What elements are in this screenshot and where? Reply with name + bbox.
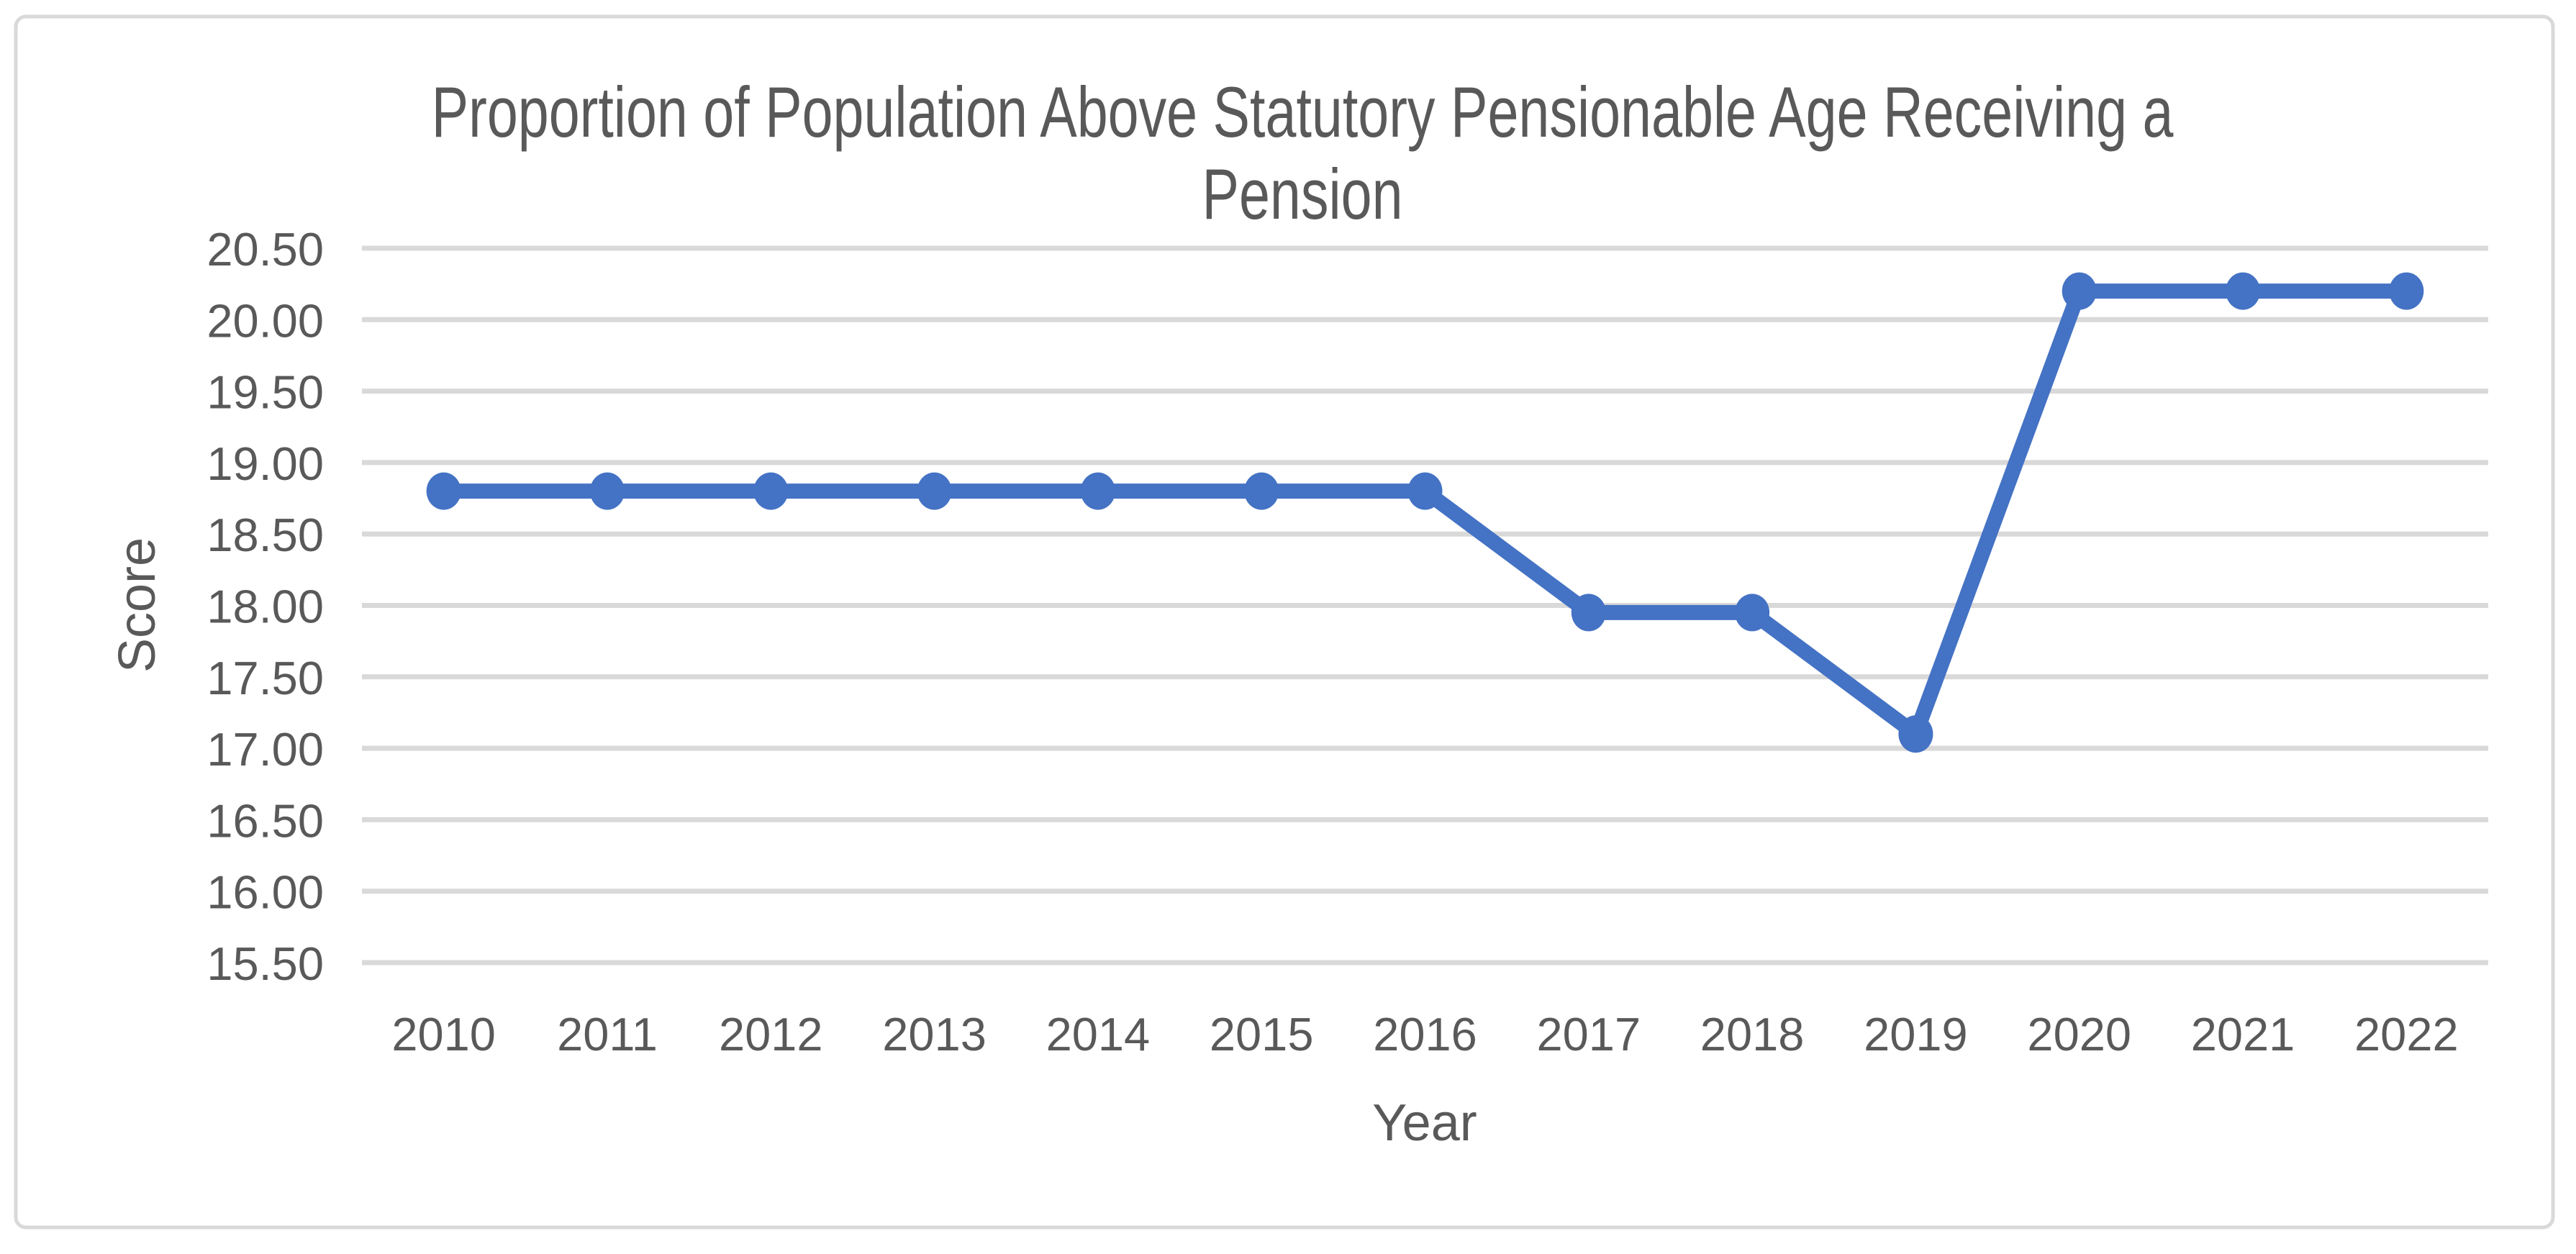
- x-tick-label: 2021: [2191, 1008, 2295, 1060]
- data-point-marker: [1898, 715, 1933, 753]
- data-point-marker: [2226, 272, 2261, 310]
- y-tick-label: 18.00: [207, 581, 324, 633]
- x-tick-label: 2015: [1210, 1008, 1314, 1060]
- y-tick-label: 20.50: [207, 223, 324, 276]
- x-tick-label: 2016: [1373, 1008, 1477, 1060]
- y-tick-label: 20.00: [207, 294, 324, 347]
- y-tick-label: 16.50: [207, 794, 324, 847]
- x-tick-label: 2013: [882, 1008, 987, 1060]
- data-point-marker: [1735, 594, 1770, 632]
- data-point-marker: [753, 472, 789, 510]
- data-point-marker: [426, 472, 461, 510]
- data-series-group: [426, 272, 2424, 753]
- chart-title-line-2: Pension: [1202, 155, 1402, 234]
- y-tick-label: 19.50: [207, 366, 324, 419]
- x-tick-label: 2010: [391, 1008, 496, 1060]
- y-axis-title: Score: [109, 537, 166, 673]
- x-tick-label: 2022: [2354, 1008, 2459, 1060]
- x-tick-label: 2018: [1700, 1008, 1805, 1060]
- y-tick-label: 15.50: [207, 937, 324, 990]
- y-tick-labels-group: 20.50 20.00 19.50 19.00 18.50 18.00 17.50 17.00…: [207, 223, 324, 990]
- data-point-marker: [1244, 472, 1279, 510]
- x-tick-label: 2019: [1864, 1008, 1968, 1060]
- x-tick-label: 2012: [719, 1008, 823, 1060]
- x-tick-label: 2020: [2027, 1008, 2131, 1060]
- data-point-marker: [1080, 472, 1115, 510]
- x-tick-label: 2017: [1537, 1008, 1641, 1060]
- x-tick-label: 2014: [1046, 1008, 1151, 1060]
- y-tick-label: 16.00: [207, 866, 324, 919]
- data-point-marker: [2062, 272, 2097, 310]
- y-tick-label: 17.00: [207, 723, 324, 776]
- y-tick-label: 18.50: [207, 509, 324, 561]
- data-point-marker: [589, 472, 625, 510]
- data-point-marker: [917, 472, 952, 510]
- y-gridlines-group: [362, 245, 2488, 966]
- chart-title-line-1: Proportion of Population Above Statutory…: [432, 73, 2174, 152]
- data-point-marker: [1407, 472, 1443, 510]
- x-tick-label: 2011: [557, 1008, 658, 1060]
- y-tick-label: 17.50: [207, 652, 324, 704]
- data-point-marker: [1571, 594, 1606, 632]
- x-axis-title: Year: [1372, 1094, 1477, 1152]
- x-tick-labels-group: 2010 2011 2012 2013 2014 2015 2016 2017 2018 2019…: [391, 1008, 2458, 1060]
- y-tick-label: 19.00: [207, 437, 324, 490]
- data-point-marker: [2389, 272, 2424, 310]
